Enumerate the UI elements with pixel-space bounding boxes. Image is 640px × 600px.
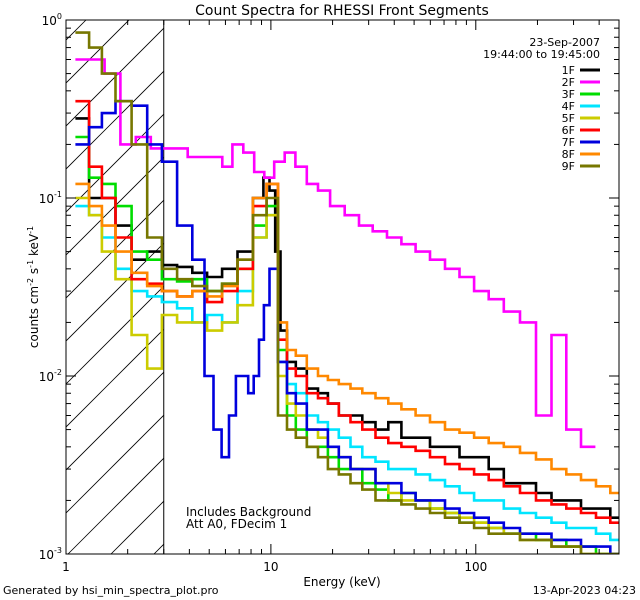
note-background: Includes Background — [186, 505, 311, 519]
series-line-8f — [75, 182, 619, 495]
series-line-7f — [75, 99, 619, 554]
y-label-exp-3: -1 — [26, 226, 35, 234]
y-tick-label: 10-1 — [39, 190, 62, 206]
x-tick-label: 100 — [464, 560, 487, 574]
series-line-4f — [75, 204, 619, 542]
legend-label-7f: 7F — [562, 136, 575, 149]
hatch-line — [66, 242, 164, 342]
hatch-line — [66, 371, 164, 471]
note-attenuator: Att A0, FDecim 1 — [186, 517, 287, 531]
hatch-line — [66, 20, 87, 41]
time-range-label: 19:44:00 to 19:45:00 — [483, 48, 600, 61]
y-label-mid: s — [27, 268, 41, 278]
plot-frame — [65, 19, 620, 555]
series-line-1f — [75, 117, 619, 519]
legend-label-2f: 2F — [562, 76, 575, 89]
attenuator-hatch-region — [66, 20, 164, 554]
series-line-2f — [75, 58, 596, 449]
chart-title: Count Spectra for RHESSI Front Segments — [195, 3, 489, 19]
hatch-line — [66, 20, 130, 84]
series-layer — [75, 31, 619, 554]
legend-label-1f: 1F — [562, 64, 575, 77]
legend-label-3f: 3F — [562, 88, 575, 101]
footer-timestamp: 13-Apr-2023 04:23 — [533, 584, 636, 597]
x-tick-label: 1 — [62, 560, 70, 574]
hatch-line — [66, 414, 164, 514]
x-tick-label: 10 — [263, 560, 278, 574]
y-tick-label: 100 — [42, 12, 62, 28]
y-label-suffix: keV — [27, 233, 41, 260]
hatch-line — [66, 199, 164, 299]
x-axis-label: Energy (keV) — [303, 575, 380, 589]
y-label-exp-1: -2 — [26, 278, 35, 286]
y-tick-label: 10-2 — [39, 368, 62, 384]
footer-generated-by: Generated by hsi_min_spectra_plot.pro — [3, 584, 219, 597]
hatch-line — [67, 457, 164, 554]
legend-label-5f: 5F — [562, 112, 575, 125]
legend-label-8f: 8F — [562, 148, 575, 161]
hatch-line — [66, 285, 164, 385]
hatch-line — [66, 70, 164, 170]
legend-label-4f: 4F — [562, 100, 575, 113]
series-line-9f — [75, 31, 619, 554]
y-tick-label: 10-3 — [39, 546, 62, 562]
legend-label-6f: 6F — [562, 124, 575, 137]
y-axis-label: counts cm-2 s-1 keV-1 — [26, 226, 41, 348]
y-label-exp-2: -1 — [26, 260, 35, 268]
hatch-line — [66, 27, 164, 127]
date-label: 23-Sep-2007 — [529, 36, 600, 49]
y-label-prefix: counts cm — [27, 286, 41, 348]
axis-ticks: 1 10 100 100 10-1 10-2 10-3 — [39, 12, 620, 574]
series-line-3f — [75, 135, 619, 554]
legend-label-9f: 9F — [562, 160, 575, 173]
